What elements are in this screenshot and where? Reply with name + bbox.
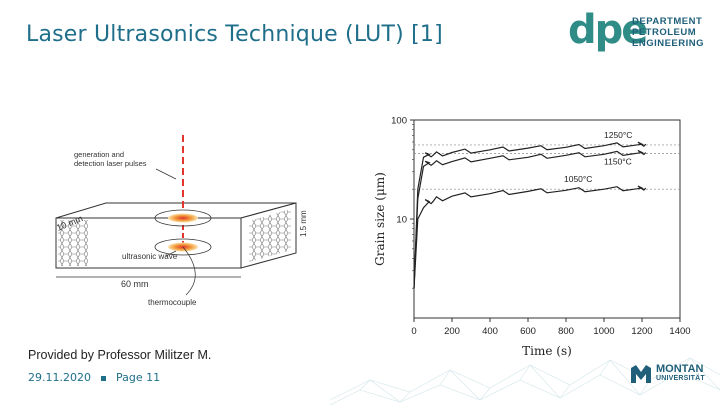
slide-title: Laser Ultrasonics Technique (LUT) [1]: [26, 22, 443, 47]
logo-line-department: DEPARTMENT: [632, 16, 703, 27]
thermocouple-wire: [182, 246, 196, 296]
width-label: 60 mm: [121, 279, 149, 289]
x-tick-label-4: 800: [558, 326, 574, 337]
montan-logo-icon: [631, 365, 651, 383]
series-label-1: 1150°C: [604, 156, 632, 166]
logo-line-engineering: ENGINEERING: [632, 38, 705, 49]
bottom-hot-spot: [154, 238, 212, 256]
laser-label-1: generation and: [74, 150, 124, 159]
x-tick-label-3: 600: [520, 326, 536, 337]
caption: Provided by Professor Militzer M.: [28, 348, 212, 362]
montan-logo-text: MONTAN UNIVERSITÄT: [656, 364, 705, 384]
footer-page: Page 11: [115, 371, 161, 384]
montanuniversitaet-logo: MONTAN UNIVERSITÄT: [630, 362, 715, 386]
footer: 29.11.2020 Page 11: [28, 371, 160, 384]
lut-setup-diagram: generation and detection laser pulses 10…: [55, 135, 308, 307]
x-tick-label-2: 400: [482, 326, 498, 337]
x-tick-label-5: 1000: [593, 326, 614, 337]
x-tick-label-1: 200: [444, 326, 460, 337]
thickness-label: 1.5 mm: [299, 210, 308, 237]
y-axis-label: Grain size (μm): [373, 172, 387, 266]
decorative-mesh: [330, 357, 720, 405]
series-line-0: [413, 141, 647, 289]
thermo-label: thermocouple: [148, 298, 197, 307]
laser-label-2: detection laser pulses: [74, 159, 147, 168]
x-tick-label-0: 0: [411, 326, 416, 337]
dpe-logo: dpe DEPARTMENT PETROLEUM ENGINEERING: [568, 7, 708, 56]
x-tick-label-7: 1400: [669, 326, 690, 337]
series-line-2: [413, 185, 647, 289]
y-tick-label-0: 10: [396, 215, 407, 226]
grain-size-chart: 0 200 400 600 800 1000 1200 1400 10 100 1250°C 1150…: [373, 116, 691, 359]
montan-line-1: MONTAN: [656, 363, 704, 375]
series-line-1: [413, 149, 647, 289]
logo-line-petroleum: PETROLEUM: [632, 27, 697, 38]
series-label-0: 1250°C: [604, 130, 632, 140]
wave-label: ultrasonic wave: [122, 252, 178, 261]
montan-line-2: UNIVERSITÄT: [656, 375, 705, 382]
dpe-logo-text: DEPARTMENT PETROLEUM ENGINEERING: [632, 16, 704, 49]
dpe-wordmark: dpe: [568, 7, 648, 53]
x-axis-label: Time (s): [522, 344, 572, 358]
footer-date: 29.11.2020: [28, 371, 91, 384]
y-tick-label-1: 100: [391, 116, 407, 127]
series-label-2: 1050°C: [564, 174, 592, 184]
footer-separator: [100, 375, 106, 381]
top-hot-spot: [154, 209, 212, 227]
x-tick-label-6: 1200: [631, 326, 652, 337]
